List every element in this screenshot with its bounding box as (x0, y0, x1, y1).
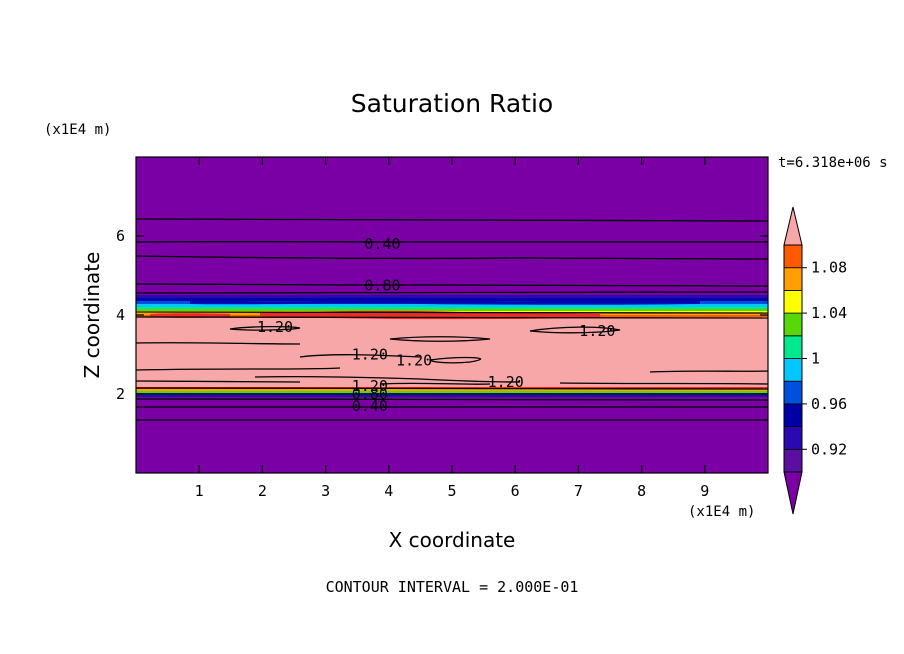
contour-line (229, 325, 301, 331)
x-tick-label: 9 (700, 482, 709, 500)
contour-interval-note: CONTOUR INTERVAL = 2.000E-01 (326, 578, 579, 596)
contour-fill (136, 157, 768, 473)
contour-line (136, 387, 768, 390)
contour-line (136, 367, 341, 371)
contour-label: 1.20 (257, 318, 293, 336)
colorbar-label: 1.08 (811, 259, 847, 277)
colorbar-label: 1 (811, 350, 820, 368)
colorbar-band (783, 267, 803, 291)
contour-line (379, 382, 491, 385)
colorbar-band (783, 335, 803, 359)
contour-line (559, 382, 768, 385)
colorbar-band (783, 312, 803, 337)
colorbar-band (783, 244, 803, 269)
upper-band-2 (136, 298, 768, 302)
contour-label: 0.40 (364, 235, 400, 253)
y-axis-unit: (x1E4 m) (44, 122, 111, 138)
y-axis: 2 4 6 (116, 227, 768, 403)
lower-band-2 (136, 389, 768, 391)
upper-band-1 (136, 295, 768, 300)
x-tick-label: 2 (258, 482, 267, 500)
y-tick-label: 2 (116, 385, 125, 403)
contour-label: 1.20 (352, 377, 388, 395)
contour-line (136, 283, 768, 287)
contour-lines (136, 218, 768, 421)
x-tick-label: 3 (321, 482, 330, 500)
contour-line (429, 356, 482, 364)
colorbar-label: 0.92 (811, 440, 847, 458)
colorbar-label: 0.96 (811, 395, 847, 413)
chart-title: Saturation Ratio (351, 89, 553, 118)
colorbar-label: 1.04 (811, 304, 847, 322)
contour-line (389, 336, 491, 342)
contour-label: 1.20 (488, 373, 524, 391)
contour-labels: 0.400.801.20 1.201.20 1.201.201.200.800.40 (257, 235, 615, 415)
contour-line (136, 218, 768, 222)
x-tick-label: 1 (195, 482, 204, 500)
field-core (136, 317, 768, 387)
colorbar-band (783, 358, 803, 382)
time-label: t=6.318e+06 s (778, 155, 888, 171)
contour-line (649, 370, 768, 373)
contour-label: 0.40 (352, 397, 388, 415)
contour-line (136, 380, 301, 383)
x-tick-label: 4 (384, 482, 393, 500)
contour-label: 1.20 (396, 351, 432, 369)
contour-line (136, 398, 768, 401)
x-axis-label: X coordinate (389, 528, 516, 552)
contour-label: 1.20 (352, 346, 388, 364)
colorbar-over-arrow (783, 206, 803, 246)
contour-line (136, 291, 768, 294)
contour-label: 0.80 (352, 385, 388, 403)
contour-line (529, 326, 621, 334)
contour-line (136, 406, 768, 409)
y-axis-label: Z coordinate (80, 252, 104, 379)
contour-label: 1.20 (579, 322, 615, 340)
x-axis-unit: (x1E4 m) (688, 504, 755, 520)
colorbar-band (783, 426, 803, 450)
colorbar: 0.92 0.96 1 1.04 1.08 (783, 206, 847, 515)
upper-band-6 (136, 309, 768, 311)
colorbar-band (783, 403, 803, 427)
x-axis: 1 2 3 4 5 6 7 8 9 (195, 157, 709, 500)
lower-band-5 (136, 395, 768, 397)
lower-band-3 (136, 391, 768, 393)
x-tick-label: 8 (637, 482, 646, 500)
colorbar-band (783, 448, 803, 473)
upper-band-4 (136, 304, 768, 307)
upper-band-blob-blue (190, 299, 700, 305)
contour-line (136, 342, 301, 345)
contour-line (254, 375, 521, 383)
colorbar-band (783, 380, 803, 405)
contour-line (299, 354, 421, 358)
upper-band-5 (136, 307, 768, 309)
contour-label: 0.80 (364, 276, 400, 294)
colorbar-under-arrow (783, 471, 803, 515)
contour-line (136, 255, 768, 260)
y-tick-label: 6 (116, 227, 125, 245)
x-tick-label: 6 (511, 482, 520, 500)
x-tick-label: 5 (447, 482, 456, 500)
y-tick-label: 4 (116, 306, 125, 324)
x-tick-label: 7 (574, 482, 583, 500)
colorbar-band (783, 289, 803, 314)
